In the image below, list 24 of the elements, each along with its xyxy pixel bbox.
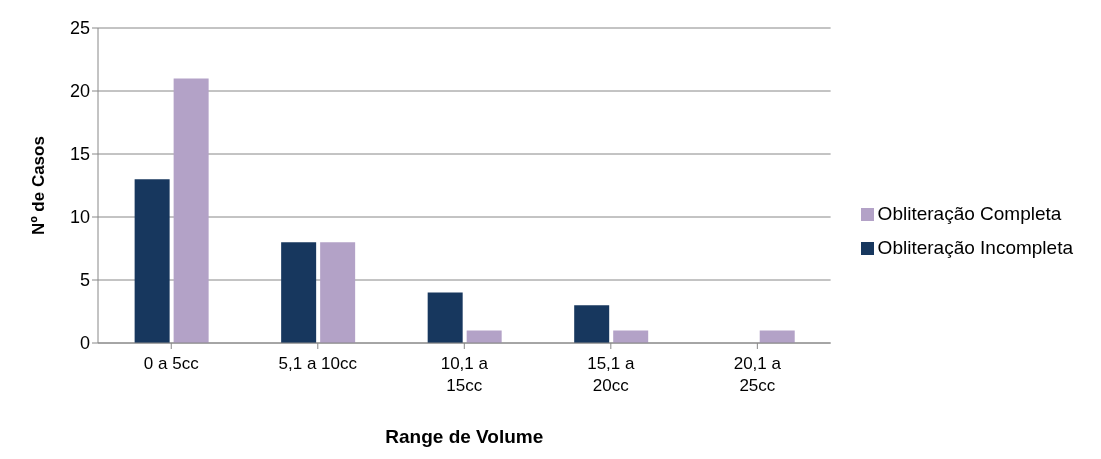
y-tick-label: 0 bbox=[79, 333, 90, 354]
bar bbox=[466, 330, 502, 343]
bar bbox=[173, 78, 209, 343]
legend-label: Obliteração Completa bbox=[877, 202, 1062, 224]
bar bbox=[759, 330, 795, 343]
y-tick-label: 5 bbox=[79, 270, 90, 291]
x-tick-label: 20,1 a 25cc bbox=[733, 354, 782, 395]
y-tick-label: 10 bbox=[69, 207, 90, 228]
y-tick-label: 15 bbox=[69, 144, 90, 165]
bar bbox=[574, 305, 610, 343]
x-tick-label: 5,1 a 10cc bbox=[278, 354, 358, 373]
legend-label: Obliteração Incompleta bbox=[877, 236, 1073, 258]
bar bbox=[320, 242, 356, 343]
y-tick-label: 20 bbox=[69, 81, 90, 102]
x-tick-label: 0 a 5cc bbox=[143, 354, 200, 373]
bar bbox=[613, 330, 649, 343]
x-tick-label: 15,1 a 20cc bbox=[587, 354, 635, 395]
x-tick-label: 10,1 a 15cc bbox=[440, 354, 489, 395]
bar bbox=[134, 179, 170, 343]
bar bbox=[281, 242, 317, 343]
x-axis-title: Range de Volume bbox=[385, 426, 544, 447]
bar bbox=[427, 292, 463, 343]
y-tick-label: 25 bbox=[69, 18, 90, 39]
y-axis-title: Nº de Casos bbox=[29, 136, 49, 235]
